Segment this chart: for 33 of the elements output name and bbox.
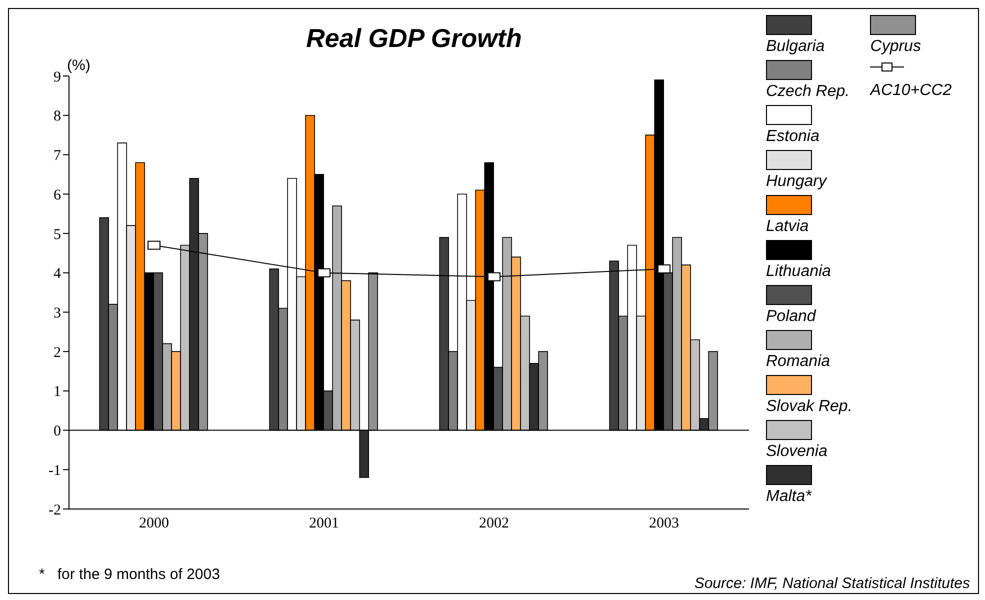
y-tick-label: 7 — [54, 148, 62, 164]
y-tick-label: -2 — [48, 502, 61, 518]
legend-label: AC10+CC2 — [870, 82, 952, 100]
y-tick-label: 5 — [54, 226, 61, 243]
y-tick-label: 8 — [54, 108, 61, 125]
legend-label: Poland — [766, 308, 818, 326]
legend-label: Cyprus — [870, 38, 922, 56]
source-note: Source: IMF, National Statistical Institutes — [694, 575, 970, 593]
x-tick-label: 2003 — [649, 516, 679, 532]
x-tick-label: 2001 — [309, 516, 339, 532]
y-tick-label: -1 — [48, 462, 61, 479]
legend-label: Slovak Rep. — [766, 398, 852, 416]
legend-label: Latvia — [766, 218, 810, 236]
x-tick-label: 2000 — [139, 516, 169, 532]
y-tick-label: 4 — [54, 266, 62, 282]
legend-label: Malta* — [766, 488, 813, 506]
legend-label: Romania — [766, 353, 832, 371]
x-tick-label: 2002 — [479, 516, 509, 532]
text: * for the 9 months of 2003 — [39, 566, 220, 583]
chart-title: Real GDP Growth — [305, 23, 523, 54]
y-tick-label: 2 — [54, 344, 61, 361]
y-tick-label: 9 — [54, 69, 61, 86]
y-tick-label: 3 — [54, 306, 61, 322]
legend-label: Czech Rep. — [766, 83, 851, 101]
y-tick-label: 1 — [54, 384, 61, 400]
legend-label: Hungary — [766, 173, 828, 191]
y-axis-title: (%) — [67, 57, 90, 74]
legend-label: Lithuania — [766, 263, 832, 281]
legend-label: Bulgaria — [766, 38, 826, 56]
legend-label: Slovenia — [766, 443, 828, 461]
y-tick-label: 0 — [54, 424, 61, 440]
legend-label: Estonia — [766, 128, 820, 146]
y-tick-label: 6 — [54, 187, 62, 204]
